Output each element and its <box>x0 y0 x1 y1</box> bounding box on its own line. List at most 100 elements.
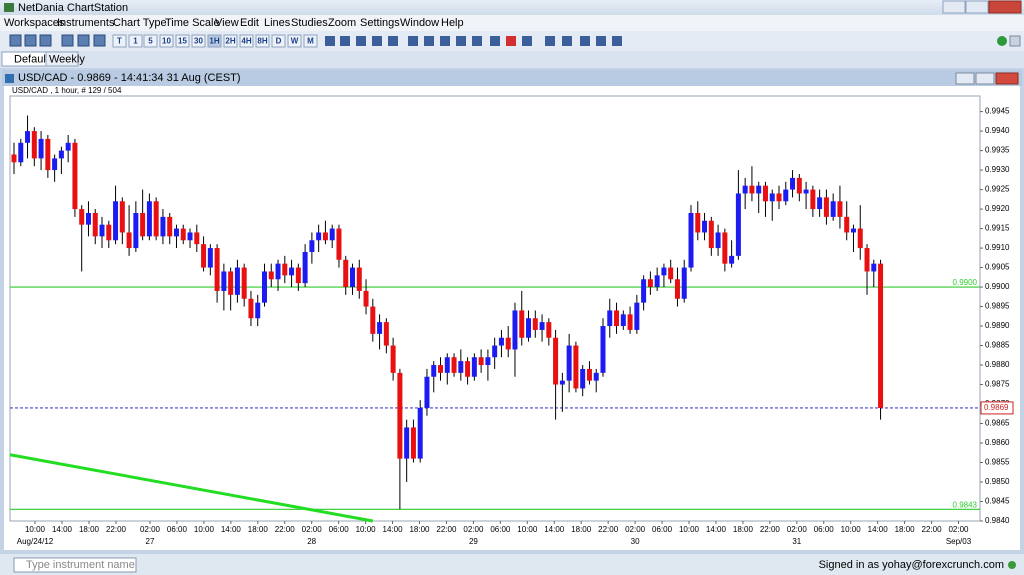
toolbar-icon[interactable] <box>340 36 350 46</box>
menu-item[interactable]: Settings <box>360 17 400 29</box>
candle-body <box>356 267 362 291</box>
x-tick-label: 06:00 <box>329 525 350 534</box>
maximize-button[interactable] <box>965 0 989 14</box>
candle-body <box>783 189 789 202</box>
interval-label: 1 <box>133 37 138 46</box>
toolbar-icon[interactable] <box>612 36 622 46</box>
interval-button[interactable] <box>143 34 158 48</box>
candle-body <box>25 131 31 143</box>
interval-button[interactable] <box>271 34 286 48</box>
menu-item[interactable]: Lines <box>264 17 291 29</box>
candle-body <box>735 193 741 256</box>
close-button[interactable] <box>988 0 1022 14</box>
menu-item[interactable]: Help <box>441 17 464 29</box>
date-label: 27 <box>146 537 155 546</box>
candle-body <box>776 193 782 202</box>
toolbar-icon[interactable] <box>408 36 418 46</box>
candle-body <box>688 212 694 268</box>
interval-button[interactable] <box>175 34 190 48</box>
toolbar-menu[interactable] <box>1009 35 1021 47</box>
x-tick-label: 06:00 <box>490 525 511 534</box>
candle-body <box>160 216 166 237</box>
menu-item[interactable]: Window <box>400 17 439 29</box>
panel-close[interactable] <box>995 72 1019 85</box>
menu-item[interactable]: Chart Type <box>113 17 167 29</box>
interval-button[interactable] <box>159 34 174 48</box>
interval-button[interactable] <box>239 34 254 48</box>
interval-button[interactable] <box>287 34 302 48</box>
candle-body <box>343 259 349 288</box>
candle-body <box>201 244 207 268</box>
toolbar-icon[interactable] <box>356 36 366 46</box>
toolbar-icon[interactable] <box>24 34 37 47</box>
y-tick-label: 0.9860 <box>985 438 1010 447</box>
x-tick-label: 10:00 <box>194 525 215 534</box>
menu-item[interactable]: Instruments <box>57 17 115 29</box>
x-tick-label: 06:00 <box>652 525 673 534</box>
toolbar-icon[interactable] <box>325 36 335 46</box>
toolbar-icon[interactable] <box>580 36 590 46</box>
interval-button[interactable] <box>303 34 318 48</box>
x-tick-label: 02:00 <box>302 525 323 534</box>
toolbar-icon[interactable] <box>596 36 606 46</box>
minimize-button[interactable] <box>942 0 966 14</box>
interval-button[interactable] <box>191 34 206 48</box>
candle-body <box>681 267 687 299</box>
candle-body <box>113 201 119 241</box>
interval-button[interactable] <box>223 34 238 48</box>
menu-item[interactable]: Time Scale <box>165 17 220 29</box>
toolbar-icon[interactable] <box>9 34 22 47</box>
candle-body <box>255 302 261 319</box>
panel-restore[interactable] <box>975 72 995 85</box>
y-tick-label: 0.9920 <box>985 204 1010 213</box>
toolbar-icon[interactable] <box>472 36 482 46</box>
toolbar-icon[interactable] <box>372 36 382 46</box>
menu-item[interactable]: View <box>215 17 239 29</box>
interval-button[interactable] <box>255 34 270 48</box>
y-tick-label: 0.9915 <box>985 224 1010 233</box>
candle-body <box>234 267 240 295</box>
workspace-tab[interactable] <box>45 51 79 67</box>
interval-button[interactable] <box>112 34 127 48</box>
panel-minimize[interactable] <box>955 72 975 85</box>
toolbar-icon[interactable] <box>490 36 500 46</box>
candle-body <box>864 248 870 272</box>
menu-item[interactable]: Studies <box>291 17 328 29</box>
toolbar-icon[interactable] <box>61 34 74 47</box>
candle-body <box>498 337 504 346</box>
candle-body <box>878 263 884 408</box>
candle-body <box>336 228 342 260</box>
candle-body <box>194 232 200 245</box>
interval-button[interactable] <box>207 34 222 48</box>
menu-item[interactable]: Edit <box>240 17 259 29</box>
interval-button[interactable] <box>128 34 143 48</box>
candle-body <box>742 185 748 194</box>
toolbar-icon[interactable] <box>93 34 106 47</box>
trendline <box>9 453 374 523</box>
toolbar-icon[interactable] <box>545 36 555 46</box>
toolbar-icon[interactable] <box>440 36 450 46</box>
toolbar-icon[interactable] <box>77 34 90 47</box>
instrument-search[interactable] <box>13 557 137 573</box>
candle-body <box>837 201 843 217</box>
toolbar-icon[interactable] <box>39 34 52 47</box>
candle-body <box>803 189 809 194</box>
toolbar-icon[interactable] <box>506 36 516 46</box>
menu-item[interactable]: Zoom <box>328 17 356 29</box>
candle-body <box>322 232 328 241</box>
toolbar-icon[interactable] <box>388 36 398 46</box>
interval-label: W <box>291 37 299 46</box>
panel-icon <box>5 74 14 83</box>
toolbar-icon[interactable] <box>424 36 434 46</box>
date-label: Sep/03 <box>946 537 972 546</box>
toolbar-icon[interactable] <box>562 36 572 46</box>
menu-item[interactable]: Workspaces <box>4 17 65 29</box>
toolbar-icon[interactable] <box>522 36 532 46</box>
toolbar-icon[interactable] <box>456 36 466 46</box>
x-tick-label: 18:00 <box>248 525 269 534</box>
candle-body <box>762 185 768 202</box>
connection-status <box>997 36 1007 46</box>
x-tick-label: 10:00 <box>679 525 700 534</box>
candle-body <box>485 357 491 366</box>
